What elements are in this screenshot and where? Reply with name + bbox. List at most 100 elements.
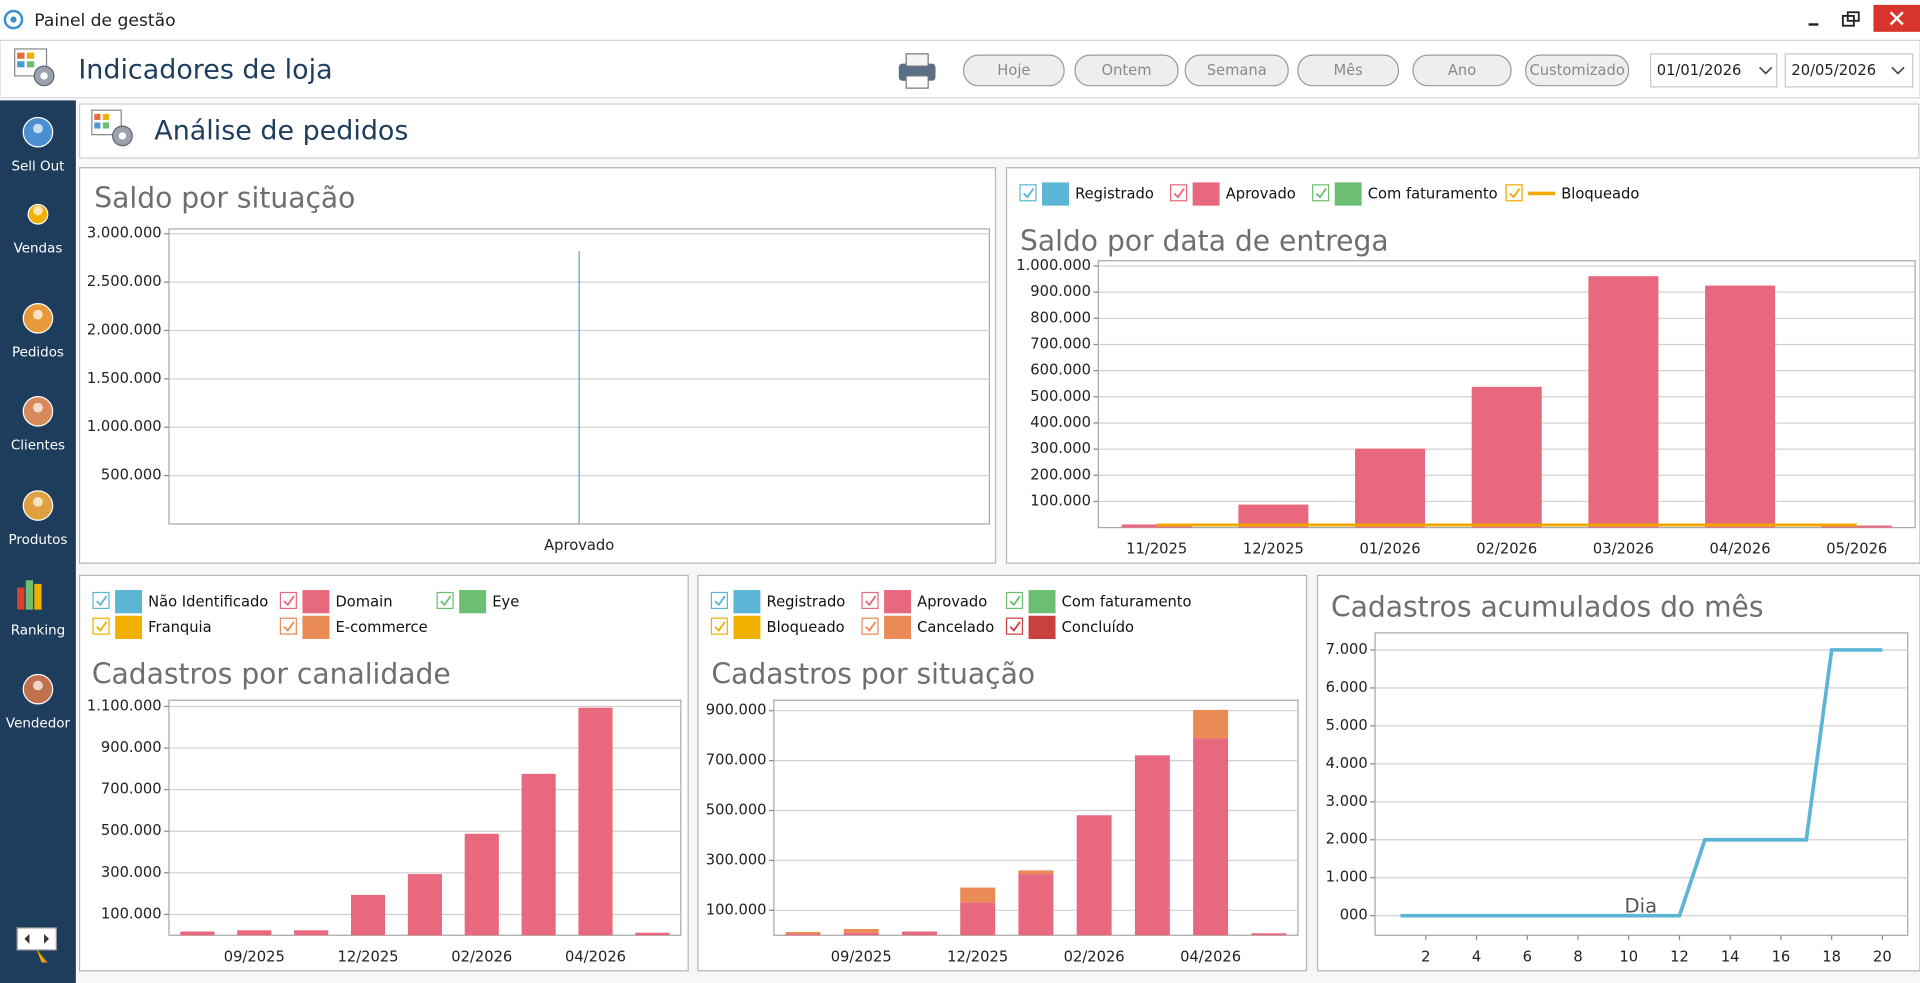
period-button-label[interactable]: Ontem	[1102, 62, 1152, 79]
date-from[interactable]: 01/01/2026	[1657, 62, 1742, 79]
legend-checkbox[interactable]	[279, 591, 297, 610]
sidebar-label[interactable]: Vendas	[14, 242, 63, 257]
sidebar-label[interactable]: Produtos	[8, 533, 67, 548]
legend-label[interactable]: Cancelado	[917, 619, 994, 636]
bar	[1251, 933, 1287, 936]
legend-label[interactable]: Franquia	[148, 619, 211, 636]
y-tick-label: 500.000	[101, 467, 162, 484]
print-button[interactable]	[898, 53, 936, 89]
date-to[interactable]: 20/05/2026	[1791, 62, 1876, 79]
legend-item[interactable]: E-commerce	[279, 615, 428, 640]
legend-checkbox[interactable]	[279, 617, 297, 635]
legend-label[interactable]: Com faturamento	[1368, 186, 1498, 203]
legend-checkbox[interactable]	[1505, 184, 1523, 202]
date-from-box[interactable]	[1650, 53, 1778, 88]
legend-item[interactable]: Registrado	[710, 590, 846, 614]
bar	[960, 887, 996, 903]
legend-checkbox[interactable]	[1005, 591, 1024, 610]
legend-checkbox[interactable]	[861, 591, 879, 610]
sidebar-label[interactable]: Vendedor	[6, 716, 71, 731]
period-button[interactable]	[963, 54, 1065, 87]
legend-item[interactable]: Registrado	[1019, 182, 1154, 206]
sidebar-item[interactable]: Produtos	[8, 490, 67, 548]
x-tick-label: 6	[1523, 948, 1532, 965]
legend-item[interactable]: Concluído	[1005, 615, 1135, 640]
legend-item[interactable]: Aprovado	[861, 590, 987, 614]
legend-label[interactable]: Concluído	[1062, 619, 1134, 636]
chart-panel: Cadastros por canalidade Não Identificado…	[78, 574, 689, 972]
legend-checkbox[interactable]	[710, 617, 728, 635]
sidebar-label[interactable]: Clientes	[11, 439, 65, 454]
bar	[1193, 738, 1229, 936]
legend-checkbox[interactable]	[1005, 617, 1024, 635]
period-button[interactable]	[1525, 54, 1630, 87]
legend-item[interactable]: Não Identificado	[92, 590, 268, 614]
legend-checkbox[interactable]	[1312, 184, 1330, 202]
sidebar-label[interactable]: Pedidos	[12, 346, 64, 361]
legend-label[interactable]: E-commerce	[336, 619, 428, 636]
y-tick-label: 100.000	[706, 901, 767, 918]
legend-checkbox[interactable]	[92, 617, 110, 635]
bar	[294, 930, 329, 936]
legend-checkbox[interactable]	[92, 591, 110, 610]
sidebar-icon-detail	[33, 497, 43, 507]
sidebar-item[interactable]: Clientes	[11, 396, 65, 454]
legend-label[interactable]: Aprovado	[917, 593, 987, 610]
y-tick-label: 400.000	[1030, 414, 1091, 431]
legend-label[interactable]: Domain	[336, 593, 393, 610]
bar	[843, 929, 879, 933]
y-tick-label: 700.000	[101, 781, 162, 798]
legend-label[interactable]: Registrado	[767, 593, 846, 610]
legend-label[interactable]: Não Identificado	[148, 593, 268, 610]
sidebar-item[interactable]: Vendas	[14, 203, 63, 257]
period-button-label[interactable]: Customizado	[1529, 62, 1624, 79]
y-tick-label: 4.000	[1326, 755, 1368, 772]
legend-checkbox[interactable]	[1019, 184, 1037, 202]
legend-item[interactable]: Aprovado	[1170, 182, 1296, 206]
period-button[interactable]	[1074, 54, 1179, 87]
period-button[interactable]	[1184, 54, 1289, 87]
legend-item[interactable]: Domain	[279, 590, 393, 614]
legend-item[interactable]: Franquia	[92, 615, 212, 640]
sidebar-label[interactable]: Sell Out	[11, 159, 64, 174]
legend-item[interactable]: Com faturamento	[1312, 182, 1498, 206]
date-to-box[interactable]	[1784, 53, 1914, 88]
y-tick-label: 700.000	[706, 752, 767, 769]
legend-checkbox[interactable]	[710, 591, 728, 610]
x-tick-label: 02/2026	[451, 948, 512, 965]
legend-label[interactable]: Bloqueado	[1561, 186, 1639, 203]
legend-checkbox[interactable]	[436, 591, 454, 610]
legend-item[interactable]: Eye	[436, 590, 519, 614]
sidebar-label[interactable]: Ranking	[11, 623, 65, 638]
legend-checkbox[interactable]	[1170, 184, 1188, 202]
legend-label[interactable]: Eye	[492, 593, 519, 610]
period-button[interactable]	[1297, 54, 1399, 87]
legend-label[interactable]: Registrado	[1075, 186, 1154, 203]
sidebar-collapse[interactable]	[16, 927, 57, 963]
legend-swatch	[302, 590, 330, 614]
period-button-label[interactable]: Hoje	[997, 62, 1030, 79]
legend-item[interactable]: Bloqueado	[710, 615, 845, 640]
legend-item[interactable]: Com faturamento	[1005, 590, 1192, 614]
period-button-label[interactable]: Semana	[1207, 62, 1267, 79]
legend-checkbox[interactable]	[861, 617, 879, 635]
period-button-label[interactable]: Ano	[1448, 62, 1476, 79]
sidebar-item[interactable]: Sell Out	[11, 116, 64, 175]
legend-label[interactable]: Com faturamento	[1062, 593, 1192, 610]
sidebar-item[interactable]: Pedidos	[12, 302, 64, 361]
bar	[901, 931, 937, 936]
window-title: Painel de gestão	[34, 11, 175, 31]
legend-item[interactable]: Cancelado	[861, 615, 994, 640]
bar	[578, 251, 580, 524]
bar	[180, 931, 215, 936]
sidebar-item[interactable]: Ranking	[11, 580, 65, 638]
period-button[interactable]	[1412, 54, 1512, 87]
sidebar-item[interactable]: Vendedor	[6, 673, 71, 732]
legend-label[interactable]: Bloqueado	[767, 619, 845, 636]
legend-label[interactable]: Aprovado	[1226, 186, 1296, 203]
legend-item[interactable]: Bloqueado	[1505, 184, 1639, 203]
period-button-label[interactable]: Mês	[1333, 62, 1362, 79]
bar	[1821, 525, 1892, 528]
chart-title: Saldo por data de entrega	[1020, 224, 1389, 257]
legend-swatch	[733, 590, 761, 614]
